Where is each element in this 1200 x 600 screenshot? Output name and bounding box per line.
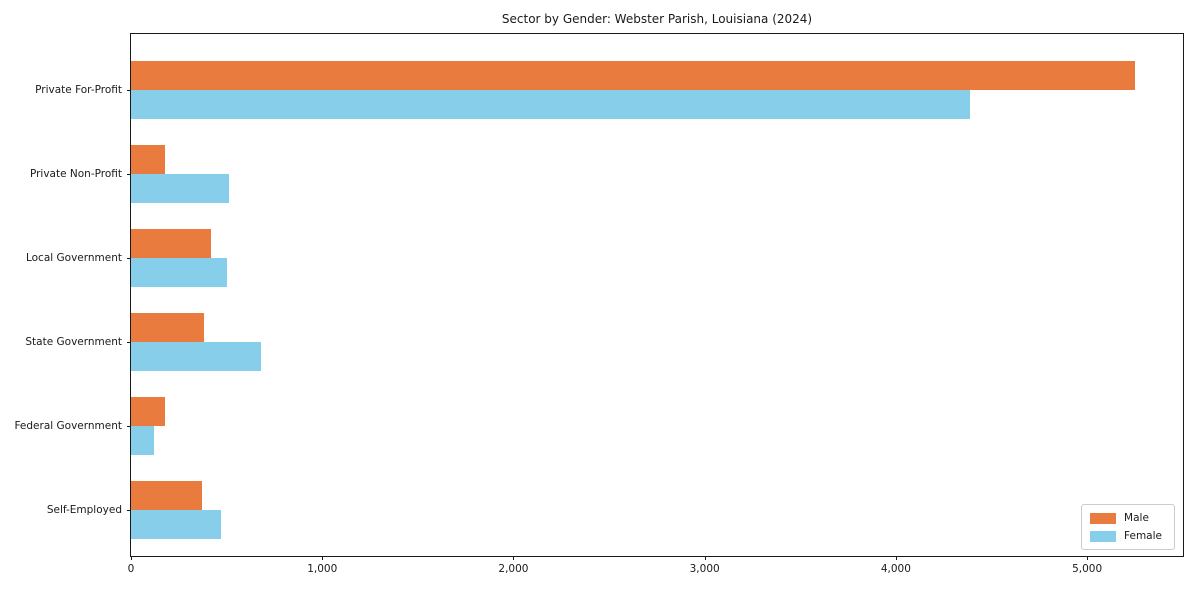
y-tick-label-private-non-profit: Private Non-Profit xyxy=(29,167,122,180)
y-tick-label-state-government: State Government xyxy=(25,335,122,348)
x-tick-mark xyxy=(131,556,132,560)
bar-male-local-government xyxy=(131,228,212,258)
legend-item-female: Female xyxy=(1090,530,1162,542)
bar-female-state-government xyxy=(131,341,261,371)
x-tick-mark xyxy=(895,556,897,560)
y-tick-label-local-government: Local Government xyxy=(25,251,122,264)
y-tick-mark xyxy=(127,341,131,343)
y-tick-label-private-for-profit: Private For-Profit xyxy=(35,83,122,96)
y-tick-mark xyxy=(127,257,131,259)
y-tick-label-federal-government: Federal Government xyxy=(14,419,122,432)
x-tick-label-1000: 1,000 xyxy=(307,563,338,575)
bar-male-self-employed xyxy=(131,480,203,510)
x-tick-label-3000: 3,000 xyxy=(689,563,720,575)
plot-area: Male Female Private For-Profit Private No… xyxy=(14,33,1184,575)
legend-item-male: Male xyxy=(1090,512,1162,524)
y-tick-mark xyxy=(127,173,131,175)
bar-female-private-non-profit xyxy=(131,173,230,203)
bar-female-private-for-profit xyxy=(131,89,971,119)
x-tick-mark xyxy=(322,556,324,560)
bar-male-private-non-profit xyxy=(131,144,166,174)
x-tick-label-2000: 2,000 xyxy=(498,563,529,575)
bar-female-self-employed xyxy=(131,509,221,539)
bar-female-local-government xyxy=(131,257,227,287)
x-tick-mark xyxy=(1087,556,1089,560)
y-tick-mark xyxy=(127,509,131,511)
x-tick-label-4000: 4,000 xyxy=(880,563,911,575)
legend-label-female: Female xyxy=(1124,530,1162,542)
x-tick-label-0: 0 xyxy=(127,563,135,575)
y-tick-mark xyxy=(127,425,131,427)
y-tick-mark xyxy=(127,89,131,91)
x-tick-label-5000: 5,000 xyxy=(1072,563,1103,575)
bar-female-federal-government xyxy=(131,425,154,455)
legend: Male Female xyxy=(1081,504,1175,550)
x-tick-mark xyxy=(513,556,515,560)
bar-male-private-for-profit xyxy=(131,60,1135,90)
bar-male-state-government xyxy=(131,312,204,342)
female-swatch-icon xyxy=(1090,530,1117,542)
legend-label-male: Male xyxy=(1124,512,1149,524)
male-swatch-icon xyxy=(1090,512,1117,524)
y-tick-label-self-employed: Self-Employed xyxy=(46,503,122,516)
x-tick-mark xyxy=(704,556,706,560)
bar-male-federal-government xyxy=(131,396,165,426)
chart-title: Sector by Gender: Webster Parish, Louisi… xyxy=(501,12,813,26)
